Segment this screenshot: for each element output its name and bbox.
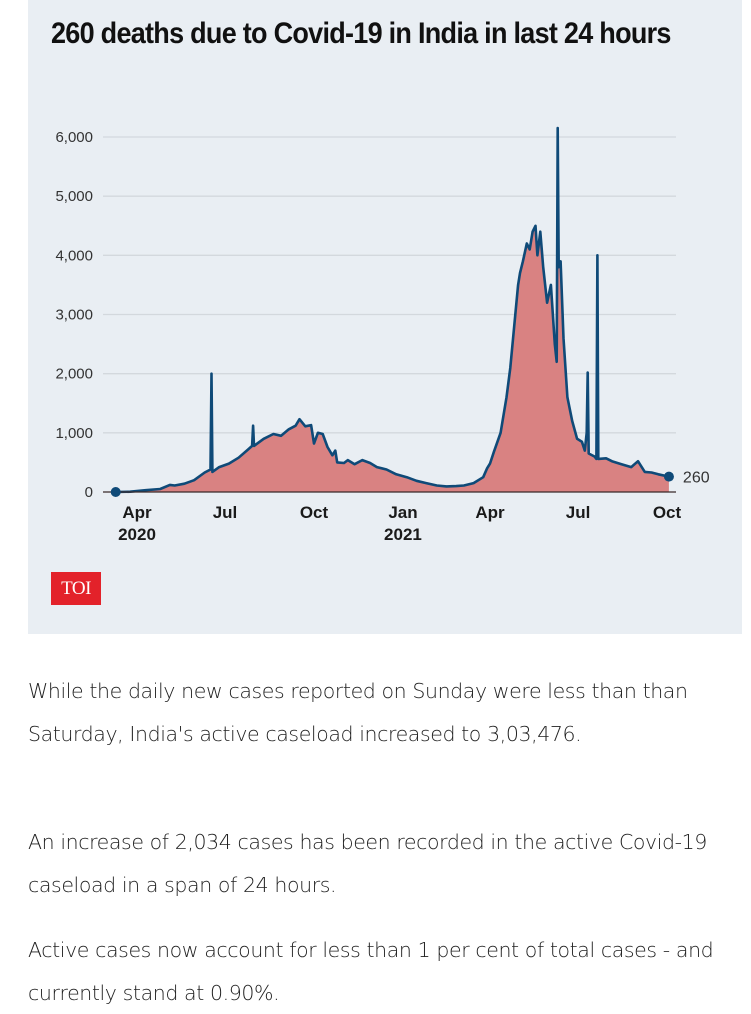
y-tick-label: 1,000	[55, 425, 93, 442]
end-value-label: 260	[683, 470, 710, 487]
gridlines	[103, 136, 676, 434]
y-tick-label: 2,000	[55, 366, 93, 383]
y-tick-label: 4,000	[55, 247, 93, 264]
x-tick-label: Jul	[566, 503, 591, 522]
article-paragraph: While the daily new cases reported on Su…	[28, 679, 688, 746]
article-paragraph: An increase of 2,034 cases has been reco…	[28, 830, 707, 897]
data-line	[115, 126, 670, 494]
x-axis: Apr 2020 Jul Oct Jan 2021 Apr Jul Oct	[118, 503, 681, 544]
x-tick-label: Apr	[122, 503, 152, 522]
y-axis: 0 1,000 2,000 3,000 4,000 5,000 6,000	[55, 129, 93, 501]
y-tick-label: 5,000	[55, 188, 93, 205]
x-tick-label: Jan	[388, 503, 417, 522]
y-tick-label: 6,000	[55, 129, 93, 146]
y-tick-label: 3,000	[55, 307, 93, 324]
x-tick-year-label: 2021	[384, 525, 422, 544]
x-tick-label: Oct	[300, 503, 329, 522]
article-paragraph: Active cases now account for less than 1…	[28, 938, 714, 1005]
x-tick-label: Apr	[475, 503, 505, 522]
y-tick-label: 0	[85, 484, 93, 501]
x-tick-label: Jul	[213, 503, 238, 522]
chart-panel: 260 deaths due to Covid-19 in India in l…	[28, 0, 742, 634]
area-fill	[115, 128, 669, 492]
chart-title: 260 deaths due to Covid-19 in India in l…	[51, 17, 671, 50]
chart-svg: 0 1,000 2,000 3,000 4,000 5,000 6,000 260 Apr 2…	[55, 126, 710, 544]
x-tick-year-label: 2020	[118, 525, 156, 544]
start-point-marker	[110, 487, 121, 497]
x-tick-label: Oct	[653, 503, 682, 522]
end-point-marker	[663, 471, 674, 482]
toi-logo: TOI	[51, 572, 101, 605]
